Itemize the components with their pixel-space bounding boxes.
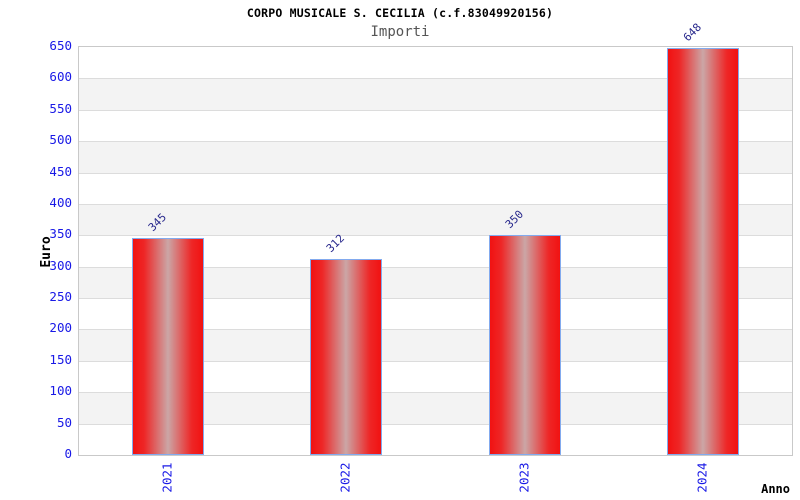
y-tick-label: 50 <box>56 414 72 430</box>
bar-2021 <box>132 238 205 455</box>
gridline <box>79 360 792 362</box>
y-tick-label: 200 <box>49 320 72 336</box>
y-tick-label: 650 <box>49 38 72 53</box>
y-tick-label: 550 <box>49 100 72 116</box>
y-tick-label: 500 <box>49 132 72 148</box>
gridline <box>79 266 792 268</box>
gridline <box>79 329 792 331</box>
gridline <box>79 235 792 237</box>
gridline <box>79 78 792 80</box>
gridline <box>79 423 792 425</box>
gridline <box>79 203 792 205</box>
bar-2023 <box>488 235 561 455</box>
chart-plot-area <box>78 46 793 456</box>
bar-2024 <box>666 48 739 455</box>
x-tick-label-2024: 2024 <box>694 462 710 493</box>
gridline <box>79 109 792 111</box>
y-tick-label: 300 <box>49 257 72 273</box>
bar-2022 <box>310 259 383 455</box>
y-tick-label: 600 <box>49 69 72 85</box>
x-axis-title: Anno <box>761 482 790 496</box>
x-tick-label-2022: 2022 <box>337 462 353 493</box>
x-tick-label-2023: 2023 <box>516 462 532 493</box>
y-tick-label: 0 <box>64 446 72 461</box>
y-tick-label: 250 <box>49 289 72 305</box>
gridline <box>79 141 792 143</box>
x-tick-label-2021: 2021 <box>159 462 175 493</box>
chart-title: CORPO MUSICALE S. CECILIA (c.f.830499201… <box>246 6 554 20</box>
y-tick-label: 450 <box>49 163 72 179</box>
y-tick-label: 400 <box>49 194 72 210</box>
chart-subtitle: Importi <box>370 24 430 40</box>
gridline <box>79 392 792 394</box>
gridline <box>79 298 792 300</box>
gridline <box>79 172 792 174</box>
y-tick-label: 100 <box>49 383 72 399</box>
y-tick-label: 350 <box>49 226 72 242</box>
y-tick-label: 150 <box>49 351 72 367</box>
y-axis-title: Euro <box>39 236 54 268</box>
